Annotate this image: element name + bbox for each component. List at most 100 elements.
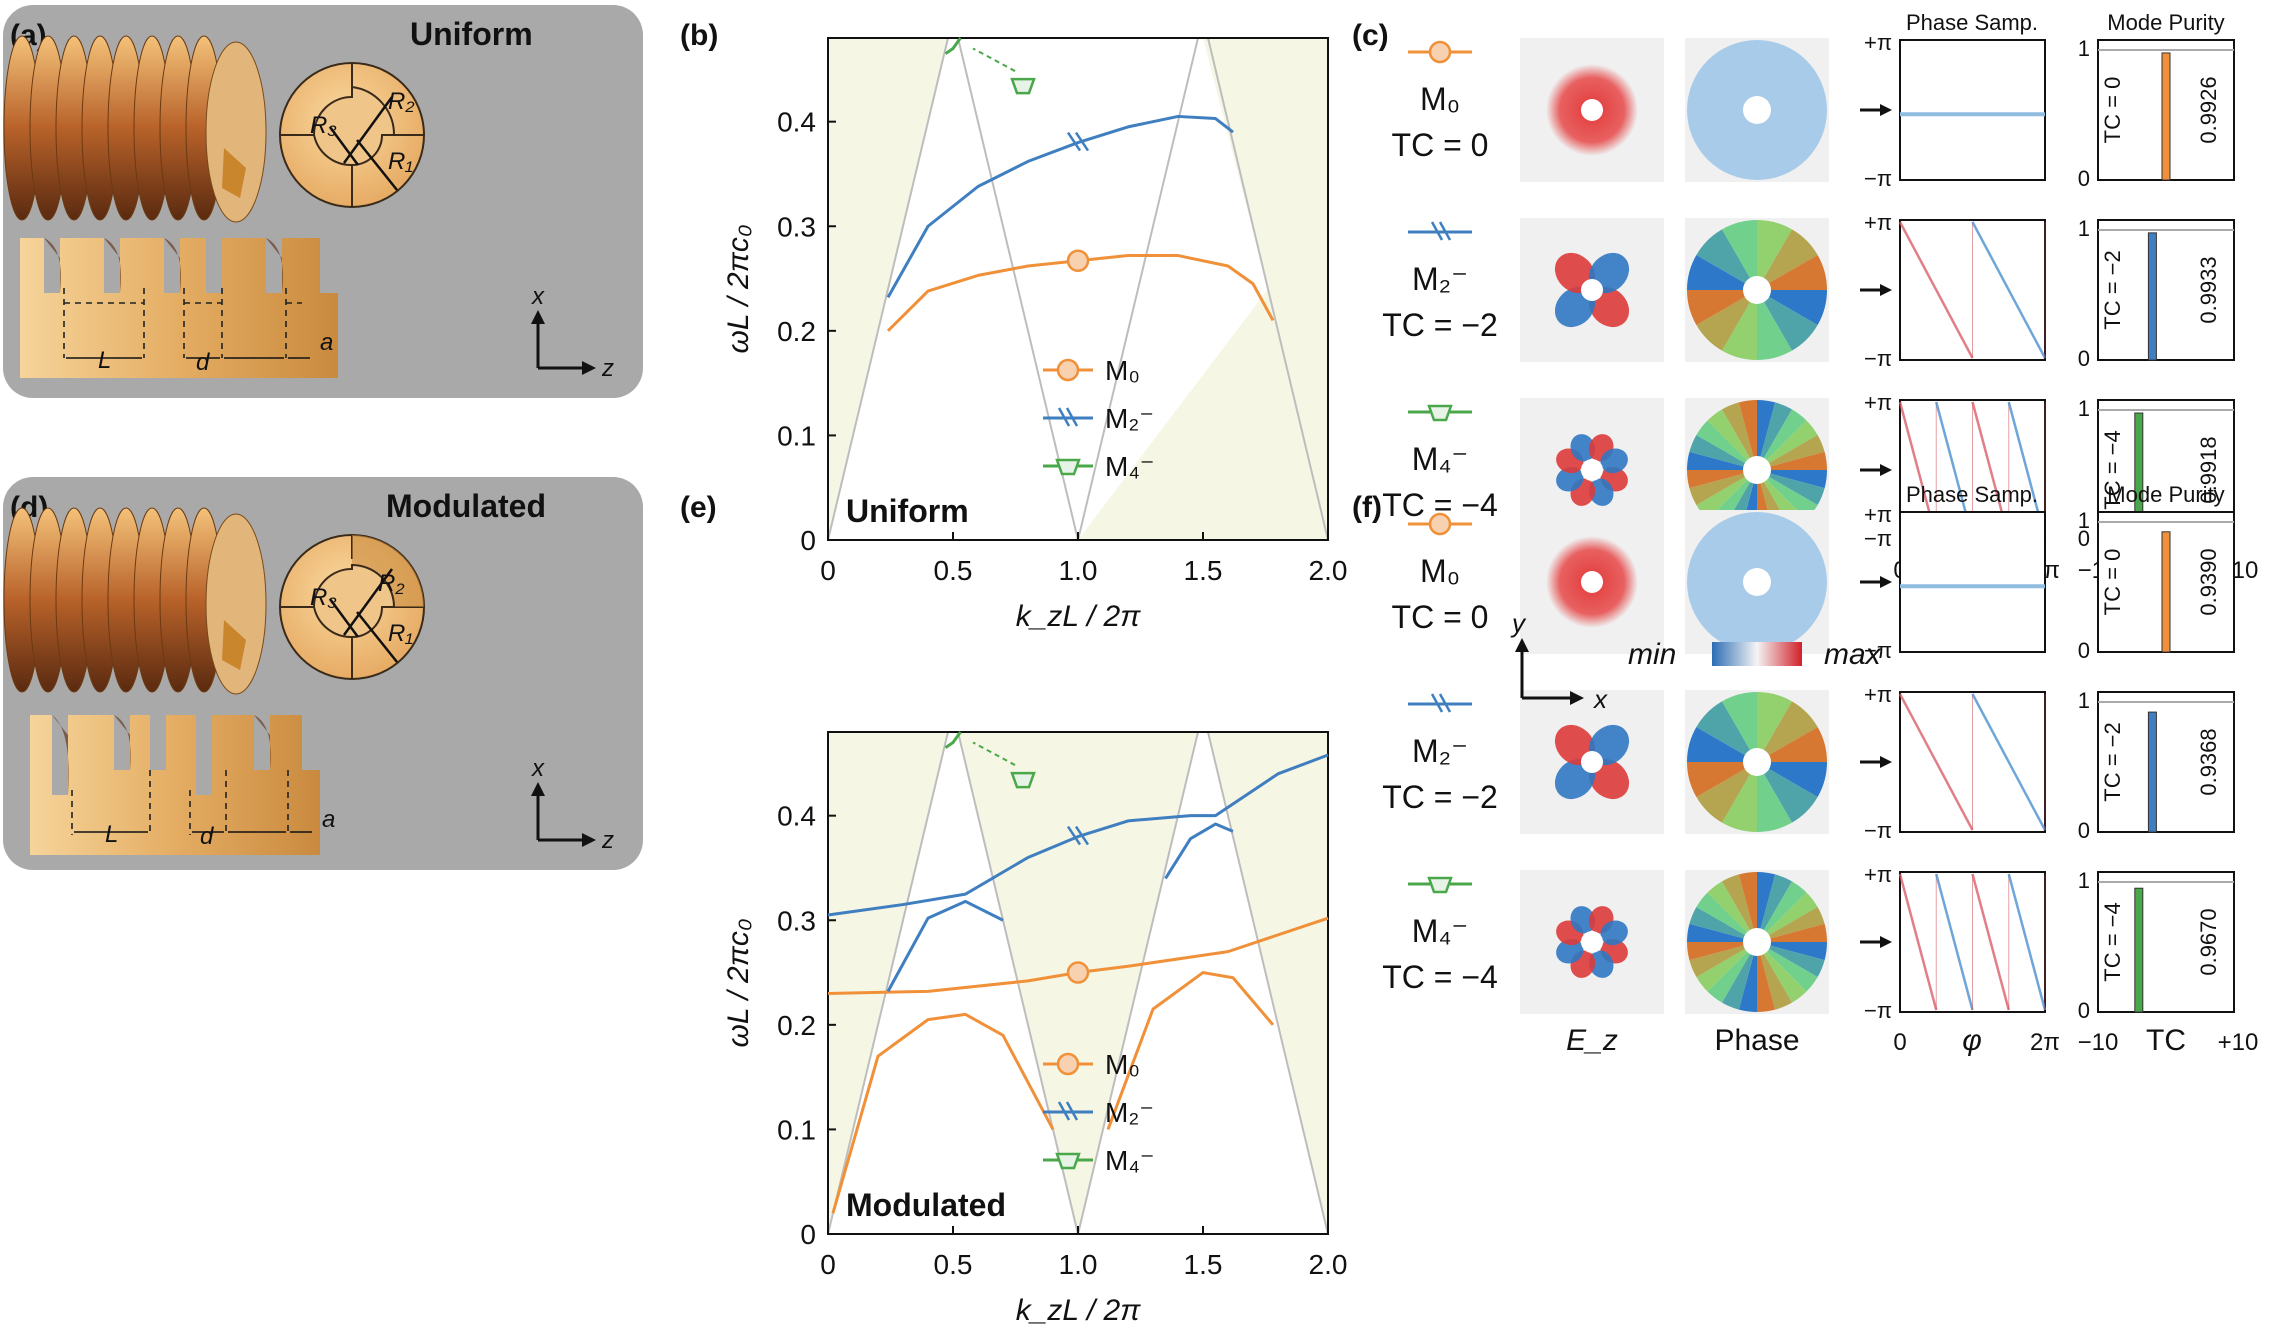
phase-sector: [1757, 220, 1792, 290]
phase-core: [1743, 96, 1771, 124]
purity-axis-bottom: 0: [2078, 638, 2090, 663]
x-tick-label: 2.0: [1309, 555, 1348, 586]
phase-sector: [1757, 409, 1807, 470]
phase-sector: [1757, 229, 1818, 290]
phase-sector: [1757, 290, 1827, 325]
legend-marker: [1056, 1052, 1080, 1076]
phase-sector: [1757, 435, 1825, 470]
phase-sector: [1757, 762, 1818, 823]
y-tick-label: 0.4: [777, 801, 816, 832]
purity-value: 0.9926: [2196, 76, 2221, 143]
y-axis-label: ωL / 2πc₀: [722, 225, 755, 354]
phase-axis-top: +π: [1864, 30, 1892, 55]
legend-marker: [1065, 1101, 1079, 1121]
mode-marker: [1427, 404, 1453, 422]
purity-value: 0.9390: [2196, 548, 2221, 615]
phase-axis-top: +π: [1864, 502, 1892, 527]
x-tick-label: 0: [820, 555, 836, 586]
mode-tc: TC = 0: [1392, 127, 1489, 163]
m2-marker: [1066, 825, 1082, 846]
phase-core: [1743, 456, 1771, 484]
colorbar-gradient: [1712, 642, 1802, 666]
purity-tc-label: TC = −4: [2100, 902, 2125, 981]
phase-sawtooth: [1898, 693, 1974, 831]
mode-purity-box: [2097, 871, 2235, 1013]
phase-sector: [1757, 872, 1776, 942]
purity-value: 0.9368: [2196, 728, 2221, 795]
xz-axes: x z: [531, 755, 614, 854]
phase-sector: [1696, 290, 1757, 351]
waveguide-cylinder-illustration: [3, 35, 267, 223]
comb-profile-modulated: L d a: [30, 715, 335, 855]
ez-core: [1581, 751, 1603, 773]
phase-sector: [1757, 255, 1827, 290]
panel-a: (a) Uniform R₃ R₂ R₁: [3, 5, 643, 398]
phase-axis-top: +π: [1864, 862, 1892, 887]
gap-d-label: d: [196, 349, 210, 376]
m2-marker: [1066, 131, 1082, 152]
chart-tag: Uniform: [846, 493, 969, 529]
chart-tag: Modulated: [846, 1187, 1006, 1223]
y-tick-label: 0.4: [777, 107, 816, 138]
mode-marker: [1428, 40, 1452, 64]
r3-label: R₃: [310, 584, 337, 611]
phase-sector: [1722, 762, 1757, 832]
phase-sawtooth: [1935, 873, 1974, 1011]
purity-tc-label: TC = −2: [2100, 722, 2125, 801]
purity-axis-top: 1: [2078, 396, 2090, 421]
legend-label: M₄⁻: [1105, 451, 1155, 482]
ez-core: [1581, 571, 1603, 593]
yx-axes: y x: [1510, 608, 1608, 714]
length-l-label: L: [98, 347, 111, 374]
column-header-phase-samp: Phase Samp.: [1906, 482, 2038, 507]
phase-axis-top: +π: [1864, 682, 1892, 707]
x-axis-label: k_zL / 2π: [1016, 1294, 1142, 1327]
legend-label: M₀: [1105, 355, 1140, 386]
phase-sector: [1757, 942, 1807, 1003]
colorbar: min max: [1628, 638, 1882, 671]
y-tick-label: 0.3: [777, 211, 816, 242]
ez-core: [1581, 279, 1603, 301]
purity-axis-bottom: 0: [2078, 818, 2090, 843]
purity-axis-bottom: 0: [2078, 346, 2090, 371]
phase-sector: [1689, 435, 1757, 470]
purity-x-right: +10: [2218, 1029, 2259, 1056]
y-tick-label: 0: [800, 1219, 816, 1250]
column-header-mode-purity: Mode Purity: [2107, 10, 2224, 35]
phase-sector: [1696, 942, 1757, 992]
phase-sector: [1722, 290, 1757, 360]
arrow-right-head: [1880, 936, 1892, 948]
x-tick-label: 1.5: [1184, 1249, 1223, 1280]
phase-axis-bottom: −π: [1864, 526, 1892, 551]
mode-purity-box: [2097, 219, 2235, 361]
phase-sector: [1687, 762, 1757, 797]
phase-axis-top: +π: [1864, 390, 1892, 415]
phase-sawtooth: [1898, 873, 1938, 1011]
phase-sector: [1707, 881, 1757, 942]
phase-sector: [1757, 290, 1818, 351]
purity-axis-top: 1: [2078, 508, 2090, 533]
ez-field-lobe: [1588, 950, 1614, 978]
r1-label: R₁: [388, 620, 413, 647]
x-tick-label: 2.0: [1309, 1249, 1348, 1280]
panel-a-title: Uniform: [410, 16, 533, 52]
axis-x-label: x: [531, 283, 545, 310]
phase-sector: [1722, 692, 1757, 762]
phase-sector: [1757, 402, 1792, 470]
cross-section-disc: R₃ R₂ R₁: [279, 62, 425, 208]
phase-sector: [1738, 872, 1757, 942]
series-line: [886, 899, 1004, 993]
phase-sector: [1757, 290, 1792, 360]
tc-label: TC: [2146, 1024, 2186, 1057]
phase-core: [1743, 276, 1771, 304]
phase-sector: [1757, 942, 1827, 961]
purity-axis-bottom: 0: [2078, 998, 2090, 1023]
y-tick-label: 0.3: [777, 905, 816, 936]
phase-sector: [1696, 762, 1757, 823]
ez-core: [1581, 459, 1603, 481]
m2-marker: [1074, 825, 1090, 846]
ez-field-lobe: [1570, 434, 1596, 462]
m2-marker: [1074, 131, 1090, 152]
arrow-right-head: [1880, 284, 1892, 296]
